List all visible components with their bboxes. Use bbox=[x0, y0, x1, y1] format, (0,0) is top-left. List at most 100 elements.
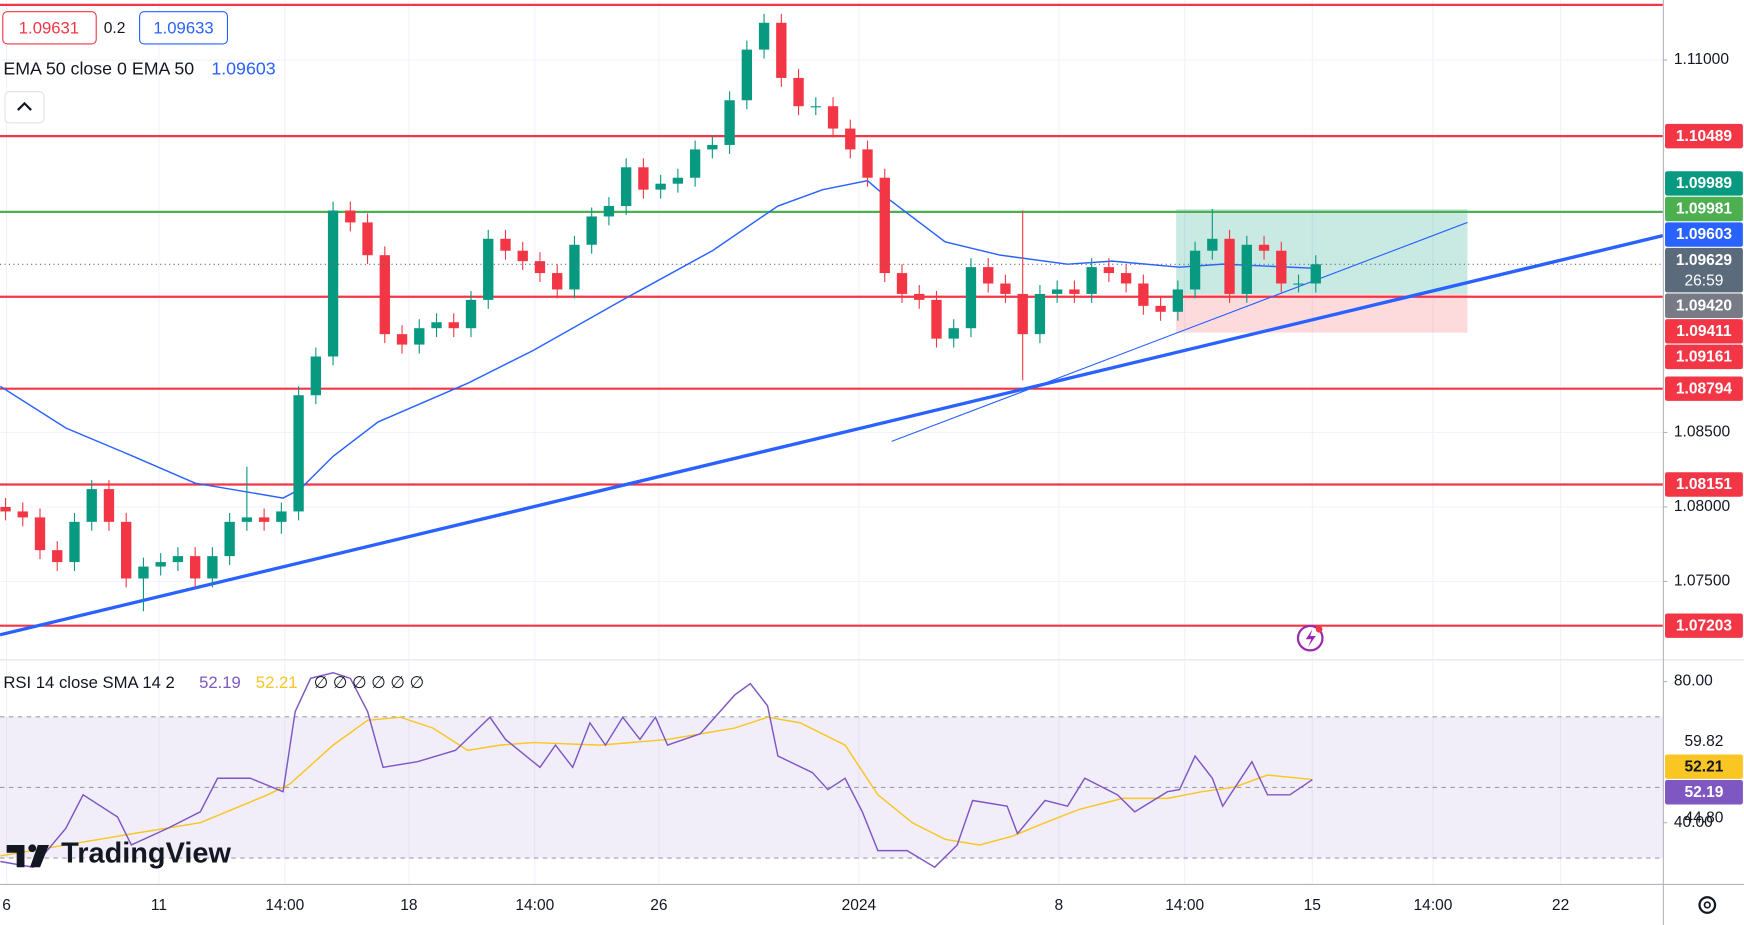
candle-body bbox=[707, 144, 718, 150]
candle-body bbox=[448, 322, 459, 329]
x-tick-label: 8 bbox=[1055, 897, 1064, 914]
candle-body bbox=[224, 521, 235, 557]
candle-body bbox=[965, 267, 977, 329]
x-tick-label: 14:00 bbox=[1414, 897, 1453, 914]
ema-legend: EMA 50 close 0 EMA 50 bbox=[3, 59, 194, 79]
candle-body bbox=[1310, 264, 1321, 284]
candle-body bbox=[1069, 289, 1080, 294]
rsi-legend-value: 52.19 bbox=[199, 673, 241, 692]
ask-price: 1.09633 bbox=[153, 18, 213, 37]
candle-body bbox=[620, 167, 632, 207]
candle-body bbox=[362, 222, 373, 256]
logo-dot bbox=[28, 844, 37, 853]
spread: 0.2 bbox=[104, 20, 126, 37]
price-tag-label: 52.19 bbox=[1685, 784, 1724, 801]
ema-legend-value: 1.09603 bbox=[211, 59, 275, 79]
candle-body bbox=[414, 328, 425, 345]
logo-mark bbox=[6, 844, 25, 868]
settings-icon-core bbox=[1703, 901, 1711, 909]
rsi-legend: RSI 14 close SMA 14 2 bbox=[3, 673, 174, 692]
rsi-line bbox=[0, 716, 1313, 857]
grid bbox=[0, 0, 1663, 884]
alert-dot bbox=[1315, 625, 1323, 633]
candle-body bbox=[931, 299, 942, 339]
collapse-button[interactable] bbox=[4, 91, 45, 124]
candle-body bbox=[431, 322, 442, 329]
settings-icon[interactable] bbox=[1698, 896, 1717, 914]
candle-body bbox=[69, 521, 80, 563]
candle-body bbox=[465, 299, 477, 329]
price-tag bbox=[1665, 754, 1743, 779]
candle-body bbox=[534, 261, 546, 274]
candle-body bbox=[655, 183, 666, 190]
position-profit bbox=[1176, 209, 1468, 294]
candle-body bbox=[1172, 289, 1184, 312]
candle-body bbox=[1103, 267, 1115, 274]
candle-body bbox=[552, 273, 563, 290]
chevron-icon bbox=[17, 101, 32, 111]
x-tick-label: 15 bbox=[1304, 897, 1321, 914]
candle-body bbox=[1034, 293, 1046, 335]
price-tag bbox=[1665, 293, 1743, 318]
candle-body bbox=[1276, 250, 1287, 284]
y-tick-label: 80.00 bbox=[1674, 673, 1713, 690]
candle-body bbox=[1155, 305, 1166, 312]
candle-body bbox=[327, 210, 339, 357]
candle-body bbox=[724, 100, 735, 145]
x-tick-label: 26 bbox=[650, 897, 667, 914]
price-tags: 1.10489 1.09981 1.09411 1.08794 1.08151 1.072… bbox=[1665, 123, 1743, 826]
candle-body bbox=[0, 506, 11, 512]
candle-body bbox=[1241, 244, 1252, 294]
candle-body bbox=[758, 22, 770, 50]
candle-body bbox=[896, 273, 908, 294]
candle-body bbox=[1086, 267, 1097, 294]
candle-body bbox=[345, 210, 356, 223]
candle-body bbox=[586, 216, 597, 245]
candle-body bbox=[86, 489, 97, 522]
price-tag bbox=[1665, 171, 1743, 196]
brand-logo bbox=[6, 844, 49, 868]
candle-body bbox=[569, 244, 580, 290]
candle-body bbox=[483, 238, 494, 300]
price-tag-label: 1.09981 bbox=[1676, 201, 1733, 218]
countdown: 26:59 bbox=[1685, 272, 1724, 289]
candle-body bbox=[138, 566, 149, 579]
candle-body bbox=[810, 106, 821, 108]
price-tag-label: 52.21 bbox=[1685, 758, 1724, 775]
price-tag-label: 1.09989 bbox=[1676, 175, 1733, 192]
position-loss bbox=[1176, 293, 1468, 333]
candle-body bbox=[983, 267, 994, 284]
candle-body bbox=[517, 250, 528, 262]
candle-body bbox=[207, 556, 218, 579]
bid-button[interactable] bbox=[2, 11, 97, 45]
ask-button[interactable] bbox=[139, 11, 229, 45]
candle-body bbox=[17, 511, 28, 518]
price-tag bbox=[1665, 613, 1743, 638]
x-tick-label: 14:00 bbox=[265, 897, 304, 914]
candle-body bbox=[1189, 250, 1201, 290]
rsi-pane bbox=[0, 671, 1663, 869]
axes: 6 11 14:00 18 14:00 26 2024 8 14:00 15 14:00 22 1.11… bbox=[2, 51, 1730, 914]
candle-body bbox=[827, 106, 839, 129]
trendline bbox=[891, 221, 1468, 442]
x-tick-label: 2024 bbox=[842, 897, 877, 914]
candle-body bbox=[1120, 273, 1132, 284]
candle-body bbox=[638, 167, 649, 190]
candle-body bbox=[862, 149, 873, 178]
candle-body bbox=[1017, 293, 1028, 335]
x-tick-label: 22 bbox=[1552, 897, 1569, 914]
x-tick-label: 14:00 bbox=[1165, 897, 1204, 914]
x-tick-label: 14:00 bbox=[515, 897, 554, 914]
alert-bolt bbox=[1305, 629, 1316, 648]
candle-body bbox=[241, 517, 253, 522]
candle-body bbox=[500, 238, 511, 251]
price-tag-label: 1.09411 bbox=[1676, 323, 1732, 340]
rsi-flags: ∅ ∅ ∅ ∅ ∅ ∅ bbox=[314, 673, 424, 692]
candle-body bbox=[914, 293, 925, 300]
y-tick-label: 40.00 bbox=[1674, 814, 1713, 831]
candle-body bbox=[1258, 244, 1270, 251]
y-tick-label: 1.11000 bbox=[1674, 51, 1729, 68]
price-tag-label: 1.09161 bbox=[1676, 349, 1733, 366]
price-tag-label: 1.09420 bbox=[1676, 297, 1733, 314]
